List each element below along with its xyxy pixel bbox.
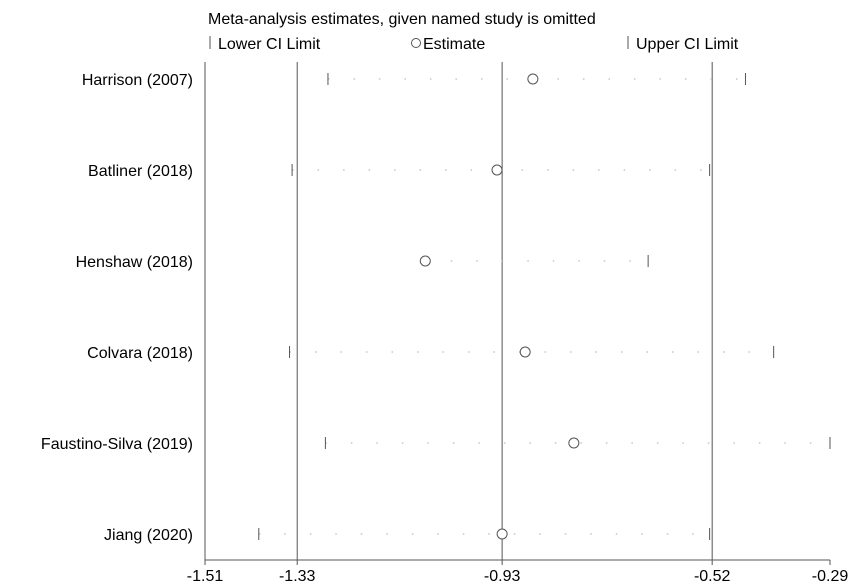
x-tick-label: -1.33 [279,568,316,583]
estimate-marker [491,164,503,176]
study-label: Faustino-Silva (2019) [41,436,193,453]
study-label: Jiang (2020) [104,527,193,544]
x-tick-label: -1.51 [187,568,224,583]
study-label: Batliner (2018) [88,163,193,180]
x-tick-label: -0.93 [484,568,521,583]
legend-lower-label: Lower CI Limit [218,36,321,53]
study-label: Colvara (2018) [87,345,193,362]
x-tick-label: -0.29 [812,568,849,583]
legend-upper-label: Upper CI Limit [636,36,739,53]
estimate-marker [419,255,431,267]
study-label: Henshaw (2018) [76,254,193,271]
estimate-marker [568,437,580,449]
x-tick-label: -0.52 [694,568,731,583]
legend-estimate-marker [411,38,421,48]
estimate-marker [496,528,508,540]
estimate-marker [527,73,539,85]
axes: -1.51 -1.33 -0.93 -0.52 -0.29 [187,62,849,583]
study-rows: Harrison (2007) Batliner (2018) Henshaw (2… [41,72,831,544]
chart-title: Meta-analysis estimates, given named stu… [208,11,596,28]
reference-lines [296,62,713,560]
legend: Lower CI Limit Estimate Upper CI Limit [209,36,739,53]
study-label: Harrison (2007) [82,72,193,89]
estimate-marker [519,346,531,358]
legend-estimate-label: Estimate [423,36,485,53]
